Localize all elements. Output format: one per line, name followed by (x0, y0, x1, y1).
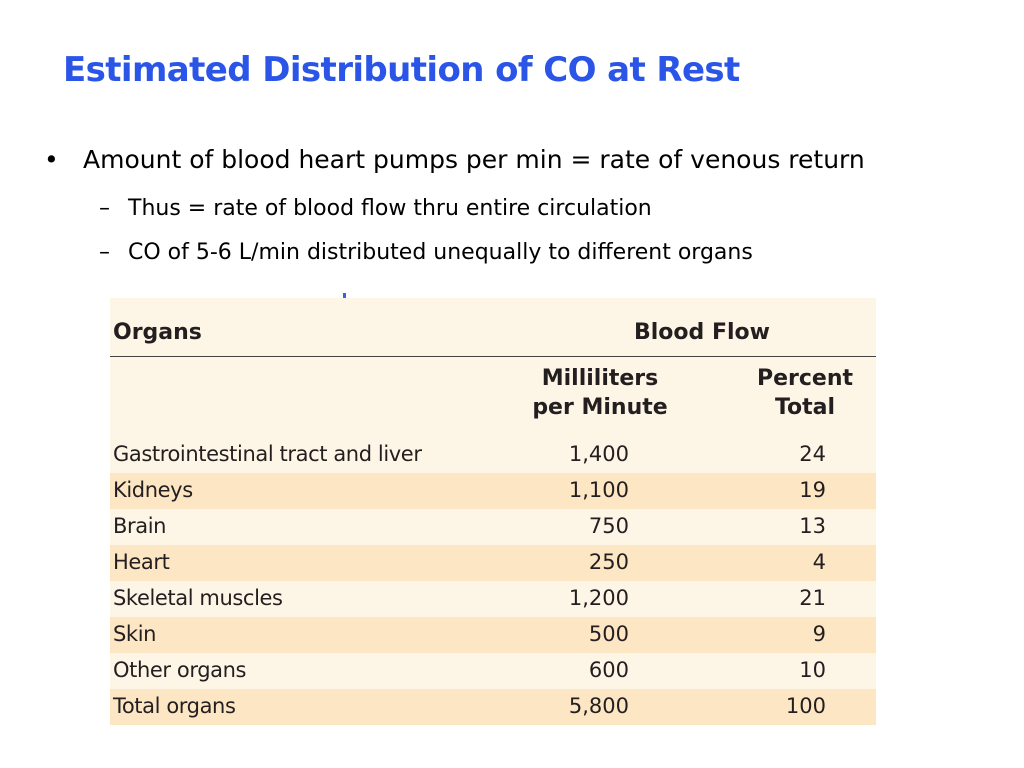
percent-cell: 9 (812, 622, 826, 646)
slide-title: Estimated Distribution of CO at Rest (63, 50, 740, 90)
table-row: Other organs 600 10 (110, 653, 876, 689)
ml-per-minute-cell: 250 (588, 550, 629, 574)
ml-header-line1: Milliliters (541, 366, 659, 391)
organ-cell: Gastrointestinal tract and liver (113, 442, 422, 466)
ml-per-minute-cell: 1,100 (568, 478, 629, 502)
sub-bullet-text: Thus = rate of blood flow thru entire ci… (128, 196, 652, 221)
organ-cell: Brain (113, 514, 167, 538)
ml-per-minute-cell: 750 (588, 514, 629, 538)
table-body: Gastrointestinal tract and liver 1,400 2… (110, 437, 876, 725)
pct-header-line1: Percent (756, 366, 854, 391)
organ-cell: Total organs (113, 694, 236, 718)
bullet-marker: • (44, 145, 59, 174)
percent-cell: 100 (785, 694, 826, 718)
table-row: Kidneys 1,100 19 (110, 473, 876, 509)
percent-total-header: Percent Total (740, 364, 870, 422)
ml-per-minute-cell: 1,200 (568, 586, 629, 610)
bullet-text: Amount of blood heart pumps per min = ra… (83, 145, 865, 174)
percent-cell: 13 (799, 514, 826, 538)
percent-cell: 4 (812, 550, 826, 574)
organ-cell: Skin (113, 622, 157, 646)
ml-per-minute-cell: 1,400 (568, 442, 629, 466)
organ-cell: Other organs (113, 658, 247, 682)
sub-bullet-item: – CO of 5-6 L/min distributed unequally t… (99, 240, 753, 265)
table-subheader-row: Milliliters per Minute Percent Total (110, 364, 876, 434)
ml-header-line2: per Minute (532, 395, 668, 420)
organs-column-header: Organs (113, 320, 202, 345)
sub-bullet-item: – Thus = rate of blood flow thru entire c… (99, 196, 652, 221)
pct-header-line2: Total (774, 395, 836, 420)
ml-per-minute-header: Milliliters per Minute (520, 364, 680, 422)
image-artifact-mark (343, 293, 346, 298)
table-row: Skeletal muscles 1,200 21 (110, 581, 876, 617)
blood-flow-header: Blood Flow (634, 320, 770, 345)
table-row: Heart 250 4 (110, 545, 876, 581)
percent-cell: 10 (799, 658, 826, 682)
table-row: Brain 750 13 (110, 509, 876, 545)
ml-per-minute-cell: 5,800 (568, 694, 629, 718)
blood-flow-table: Organs Blood Flow Milliliters per Minute… (110, 293, 876, 725)
table-row: Gastrointestinal tract and liver 1,400 2… (110, 437, 876, 473)
dash-marker: – (99, 240, 110, 265)
ml-per-minute-cell: 500 (588, 622, 629, 646)
percent-cell: 21 (799, 586, 826, 610)
table-row-total: Total organs 5,800 100 (110, 689, 876, 725)
organ-cell: Heart (113, 550, 170, 574)
organ-cell: Kidneys (113, 478, 193, 502)
table-header-row: Organs Blood Flow (110, 298, 876, 357)
table-row: Skin 500 9 (110, 617, 876, 653)
sub-bullet-text: CO of 5-6 L/min distributed unequally to… (128, 240, 753, 265)
percent-cell: 24 (799, 442, 826, 466)
bullet-item: • Amount of blood heart pumps per min = r… (44, 145, 865, 174)
percent-cell: 19 (799, 478, 826, 502)
organ-cell: Skeletal muscles (113, 586, 283, 610)
dash-marker: – (99, 196, 110, 221)
ml-per-minute-cell: 600 (588, 658, 629, 682)
